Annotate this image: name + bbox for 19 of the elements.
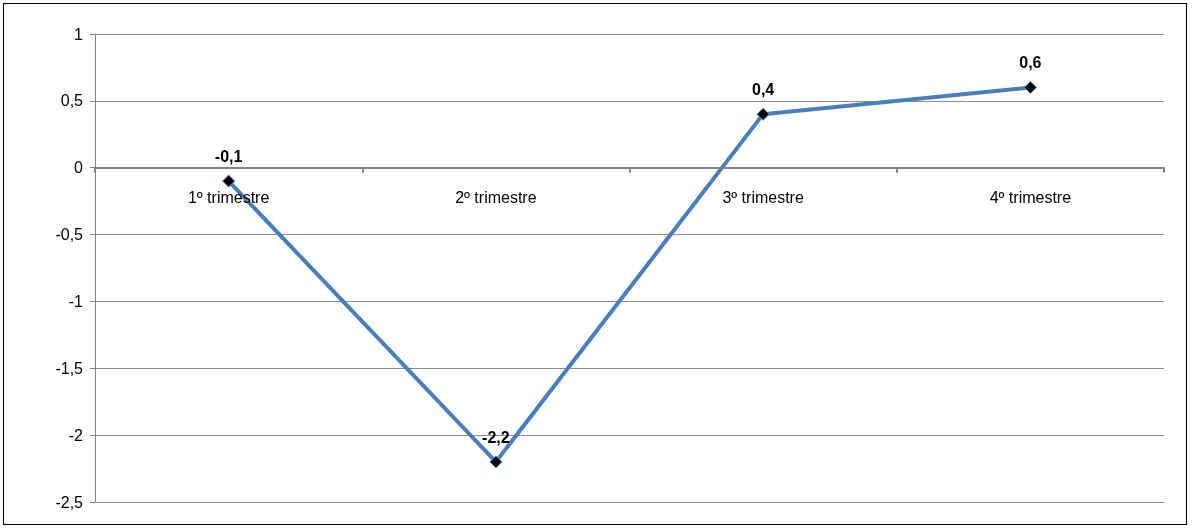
y-tick-label: -1,5 bbox=[55, 359, 84, 377]
y-tick-label: 1 bbox=[74, 25, 84, 43]
y-tick-label: 0 bbox=[74, 159, 84, 177]
y-tick-label: 0,5 bbox=[60, 92, 84, 110]
point bbox=[222, 174, 236, 188]
point bbox=[1023, 80, 1037, 94]
point bbox=[756, 107, 770, 121]
x-tick-label: 2º trimestre bbox=[455, 189, 537, 207]
y-tick-label: -2 bbox=[68, 426, 84, 444]
point bbox=[489, 455, 503, 469]
data-label: -0,1 bbox=[214, 148, 243, 166]
x-tick-label: 3º trimestre bbox=[722, 189, 804, 207]
y-tick-label: -2,5 bbox=[55, 493, 84, 511]
y-tick-label: -1 bbox=[68, 292, 84, 310]
data-label: -2,2 bbox=[482, 428, 510, 446]
data-label: 0,4 bbox=[752, 81, 775, 99]
data-label: 0,6 bbox=[1019, 54, 1042, 72]
x-tick-label: 4º trimestre bbox=[989, 189, 1072, 207]
y-tick-label: -0,5 bbox=[55, 226, 84, 244]
